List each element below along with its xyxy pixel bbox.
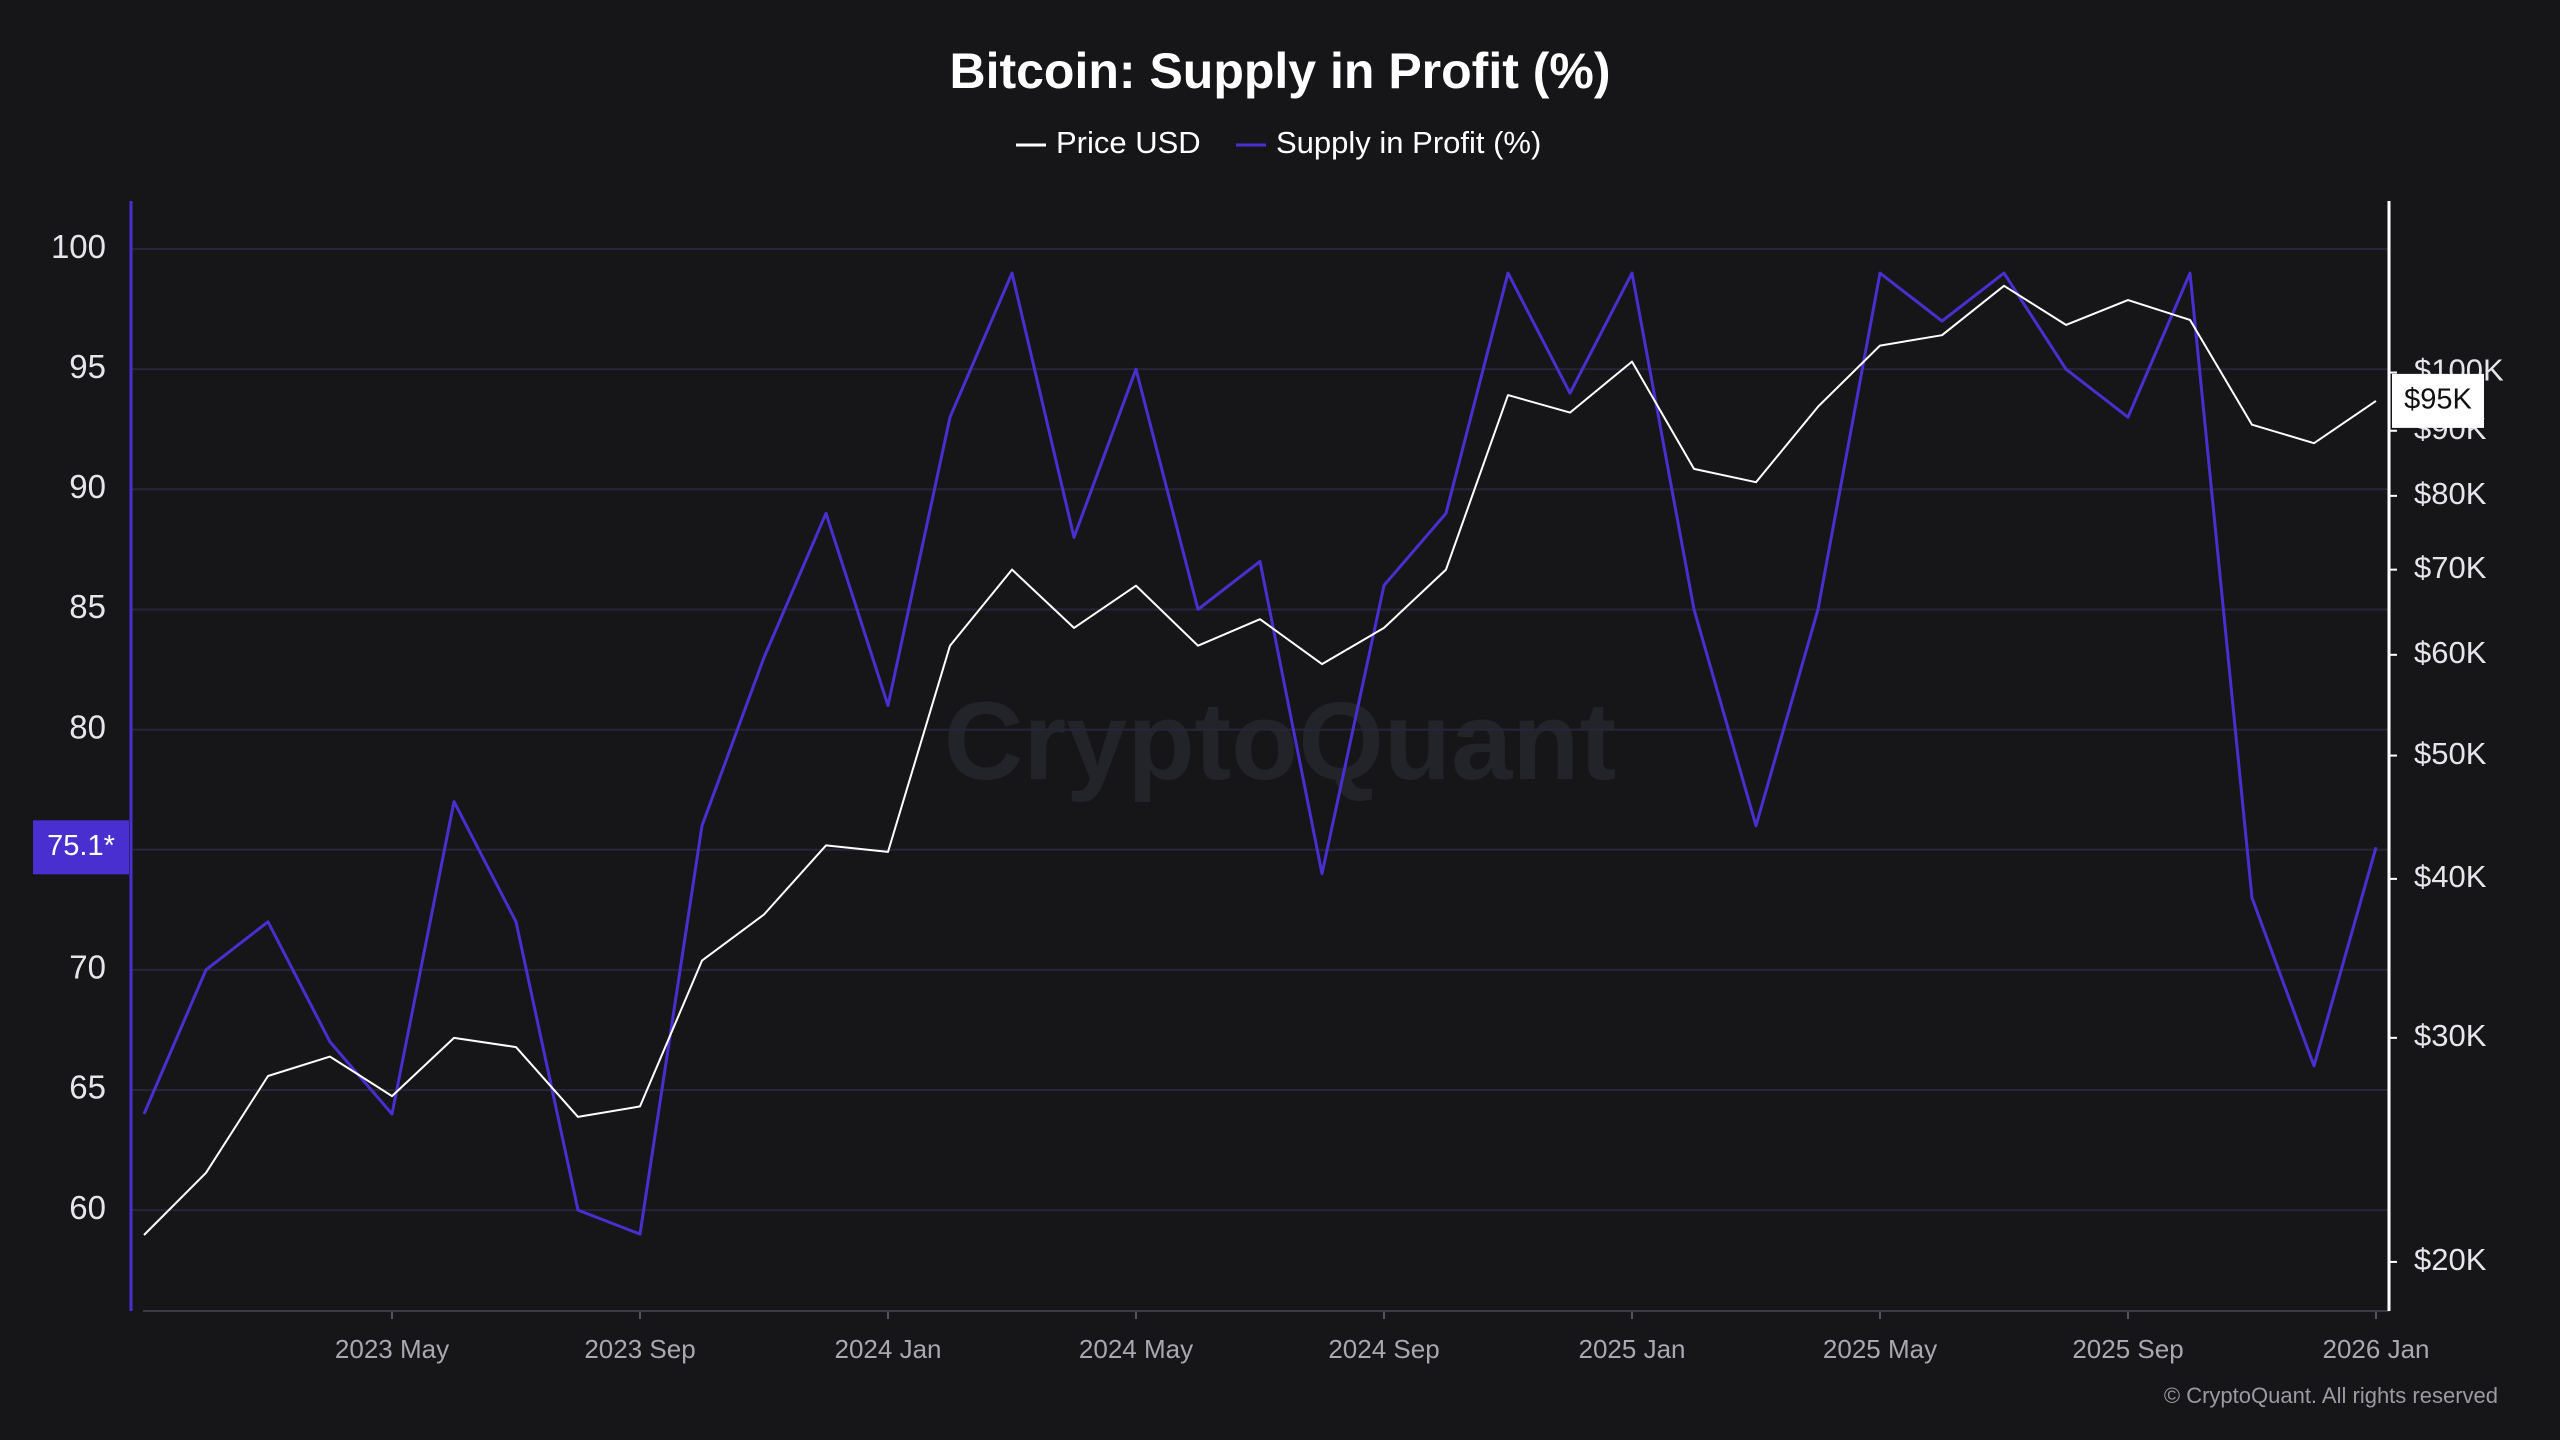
copyright: © CryptoQuant. All rights reserved bbox=[2164, 1383, 2498, 1408]
x-tick-label: 2026 Jan bbox=[2323, 1334, 2430, 1364]
current-value-label: 75.1* bbox=[47, 830, 115, 862]
y-tick-label: 100 bbox=[51, 228, 106, 265]
y2-tick-label: $20K bbox=[2414, 1242, 2487, 1277]
watermark: CryptoQuant bbox=[944, 680, 1616, 803]
series-line bbox=[143, 284, 2377, 1236]
current-value-box bbox=[33, 820, 129, 875]
legend-label: Supply in Profit (%) bbox=[1276, 125, 1541, 160]
current-value-label: $95K bbox=[2404, 384, 2472, 416]
y-tick-label: 85 bbox=[69, 588, 106, 625]
y2-tick-label: $80K bbox=[2414, 476, 2487, 511]
y-tick-label: 60 bbox=[69, 1189, 106, 1226]
x-tick-label: 2023 May bbox=[335, 1334, 449, 1364]
y-tick-label: 95 bbox=[69, 348, 106, 385]
x-tick-label: 2024 Sep bbox=[1328, 1334, 1439, 1364]
x-tick-label: 2024 Jan bbox=[835, 1334, 942, 1364]
y2-tick-label: $70K bbox=[2414, 550, 2487, 585]
x-tick-label: 2025 Sep bbox=[2072, 1334, 2183, 1364]
chart-title: Bitcoin: Supply in Profit (%) bbox=[949, 43, 1610, 99]
series-line bbox=[142, 271, 2378, 1236]
y2-tick-label: $40K bbox=[2414, 859, 2487, 894]
y-tick-label: 70 bbox=[69, 949, 106, 986]
y2-tick-label: $30K bbox=[2414, 1018, 2487, 1053]
x-tick-label: 2025 May bbox=[1823, 1334, 1937, 1364]
y-tick-label: 90 bbox=[69, 468, 106, 505]
y-tick-label: 80 bbox=[69, 708, 106, 745]
y2-tick-label: $60K bbox=[2414, 635, 2487, 670]
y2-tick-label: $50K bbox=[2414, 736, 2487, 771]
y-tick-label: 65 bbox=[69, 1069, 106, 1106]
x-tick-label: 2025 Jan bbox=[1579, 1334, 1686, 1364]
current-value-box bbox=[2392, 373, 2484, 428]
legend-label: Price USD bbox=[1056, 125, 1201, 160]
x-tick-label: 2023 Sep bbox=[584, 1334, 695, 1364]
x-tick-label: 2024 May bbox=[1079, 1334, 1193, 1364]
